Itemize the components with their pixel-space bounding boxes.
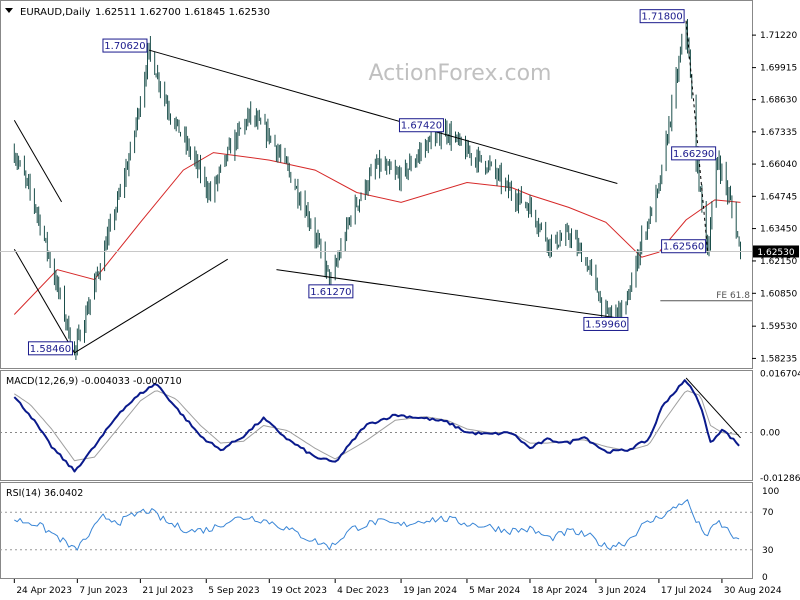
price-label: 1.62560 [663, 242, 704, 253]
trendline-down-left [13, 120, 63, 203]
price-y-tick-label: 1.64745 [760, 192, 797, 202]
macd-title: MACD(12,26,9) -0.004033 -0.000710 [6, 376, 182, 387]
rsi-title: RSI(14) 36.0402 [6, 488, 83, 499]
price-label-box [661, 239, 707, 254]
macd-trendline [685, 377, 741, 439]
trendline-aug-fall [685, 20, 709, 251]
rsi-y-tick-label: 0 [762, 573, 768, 583]
trendline-upper-channel [148, 49, 618, 184]
macd-line [13, 379, 740, 473]
watermark: ActionForex.com [369, 61, 552, 86]
chart-ohlc: 1.62511 1.62700 1.61845 1.62530 [95, 7, 270, 18]
x-tick-label: 19 Oct 2023 [271, 586, 327, 596]
price-y-tick-label: 1.67335 [760, 128, 797, 138]
x-tick-label: 7 Jun 2023 [79, 586, 127, 596]
price-label-box [102, 38, 148, 53]
macd-y-tick-label: -0.012869 [760, 474, 800, 484]
price-y-tick-label: 1.63450 [760, 225, 797, 235]
price-y-tick-label: 1.62150 [760, 257, 797, 267]
x-tick-label: 21 Jul 2023 [142, 586, 193, 596]
rsi-y-tick-label: 70 [762, 508, 774, 518]
x-tick-label: 3 Jun 2024 [598, 586, 647, 596]
macd-y-tick-label: 0.00 [760, 429, 780, 439]
x-tick-label: 18 Apr 2024 [532, 586, 588, 596]
price-y-tick-label: 1.60850 [760, 289, 797, 299]
price-label: 1.58460 [30, 344, 71, 355]
trendline-lower-channel [276, 269, 621, 319]
trendline-support-rise [74, 258, 229, 354]
price-y-tick-label: 1.71220 [760, 31, 797, 41]
price-label: 1.66290 [673, 149, 714, 160]
fe-label: FE 61.8 [716, 291, 750, 301]
macd-y-tick-label: 0.016704 [760, 370, 800, 380]
price-label-box [398, 118, 444, 133]
price-label-box [671, 146, 717, 161]
price-label-box [27, 341, 73, 356]
price-label: 1.71800 [641, 12, 682, 23]
trendline-down-left-2 [13, 248, 75, 354]
collapse-triangle-icon[interactable] [5, 8, 13, 13]
macd-panel-frame [0, 370, 753, 481]
rsi-y-tick-label: 100 [762, 487, 779, 497]
x-tick-label: 4 Dec 2023 [337, 586, 389, 596]
price-y-tick-label: 1.66040 [760, 160, 797, 170]
x-tick-label: 5 Mar 2024 [469, 586, 521, 596]
chart-title: EURAUD,Daily [20, 7, 91, 18]
price-label: 1.70620 [104, 41, 145, 52]
x-tick-label: 24 Apr 2023 [16, 586, 72, 596]
current-price-badge [753, 245, 799, 258]
rsi-line [14, 499, 740, 551]
x-tick-label: 17 Jul 2024 [661, 586, 712, 596]
price-y-tick-label: 1.69915 [760, 64, 797, 74]
price-label-box [639, 9, 685, 24]
x-tick-label: 5 Sep 2023 [208, 586, 259, 596]
macd-layer [0, 377, 752, 473]
price-panel-frame [0, 0, 753, 369]
axis-layer: 1.71220 1.69915 1.68630 1.67335 1.66040 1.647… [13, 31, 800, 596]
price-label: 1.67420 [401, 121, 442, 132]
rsi-layer [0, 499, 752, 551]
sma-line [13, 152, 741, 315]
rsi-y-tick-label: 30 [762, 546, 774, 556]
price-layer: FE 61.8 1.58460 1.70620 1.61270 1.67420 1.599… [0, 9, 752, 360]
price-label: 1.61270 [310, 287, 351, 298]
price-label-box [583, 316, 629, 331]
price-y-tick-label: 1.59530 [760, 322, 797, 332]
price-y-tick-label: 1.68630 [760, 96, 797, 106]
current-price-label: 1.62530 [757, 248, 794, 258]
rsi-panel-frame [0, 482, 753, 579]
x-tick-label: 30 Aug 2024 [724, 586, 782, 596]
price-y-tick-label: 1.58235 [760, 354, 797, 364]
macd-signal-line [14, 390, 740, 462]
price-label: 1.59960 [585, 319, 626, 330]
price-label-box [308, 284, 354, 299]
x-tick-label: 19 Jan 2024 [403, 586, 457, 596]
